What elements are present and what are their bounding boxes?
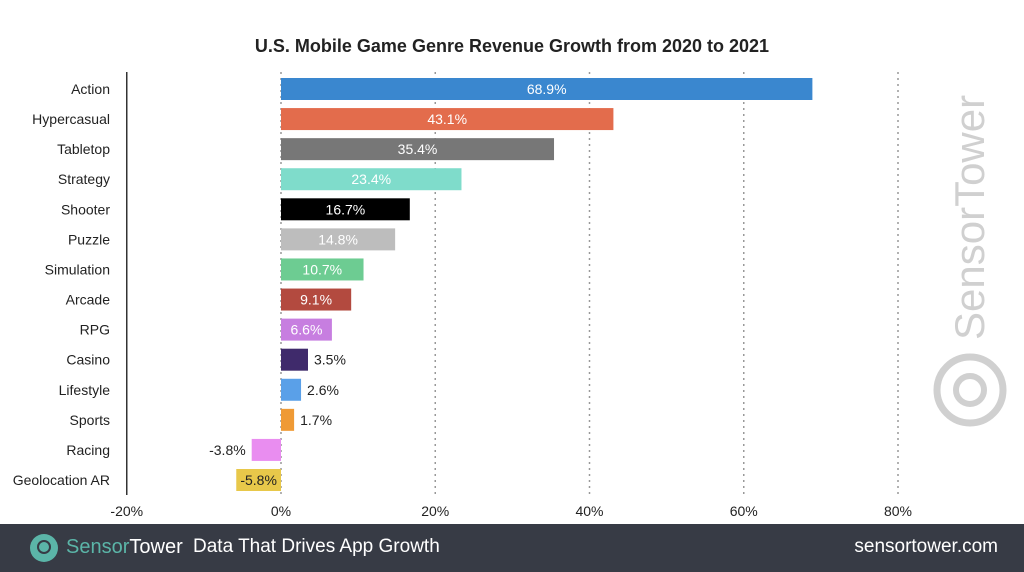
footer-tagline: Data That Drives App Growth — [193, 536, 440, 557]
data-label: 35.4% — [398, 141, 438, 157]
data-label: 10.7% — [302, 261, 342, 277]
bar-action — [281, 78, 813, 100]
category-label: Strategy — [58, 171, 110, 187]
category-label: Casino — [66, 352, 110, 368]
watermark: SensorTower — [933, 95, 1007, 427]
x-tick-label: 40% — [575, 503, 603, 519]
bar-shooter — [281, 198, 410, 221]
x-tick-label: 20% — [421, 503, 449, 519]
category-label: Arcade — [66, 292, 111, 308]
bar-rpg — [281, 318, 332, 341]
watermark-text: SensorTower — [946, 95, 993, 340]
category-label: Racing — [66, 442, 110, 458]
data-label: 1.7% — [300, 412, 332, 428]
footer: SensorTower Data That Drives App Growth … — [0, 524, 1024, 572]
bar-hypercasual — [281, 108, 614, 131]
data-label: 68.9% — [527, 81, 567, 97]
category-label: Tabletop — [57, 141, 110, 157]
bar-simulation — [281, 258, 364, 281]
category-label: Shooter — [61, 201, 110, 217]
data-label: -5.8% — [240, 472, 277, 488]
bar-tabletop — [281, 138, 555, 161]
data-label: 6.6% — [290, 322, 322, 338]
bar-sports — [281, 408, 295, 431]
data-label: 43.1% — [427, 111, 467, 127]
chart-title: U.S. Mobile Game Genre Revenue Growth fr… — [255, 36, 769, 56]
data-label: -3.8% — [209, 442, 246, 458]
category-label: Hypercasual — [32, 111, 110, 127]
footer-brand: SensorTower — [66, 536, 183, 558]
x-tick-label: 60% — [730, 503, 758, 519]
category-label: Geolocation AR — [13, 472, 110, 488]
data-label: 23.4% — [351, 171, 391, 187]
bar-chart: U.S. Mobile Game Genre Revenue Growth fr… — [13, 36, 1007, 519]
bar-arcade — [281, 288, 352, 311]
bar-geolocation-ar — [236, 469, 281, 491]
category-label: Action — [71, 81, 110, 97]
footer-url[interactable]: sensortower.com — [854, 536, 998, 557]
data-label: 3.5% — [314, 352, 346, 368]
bar-lifestyle — [281, 378, 302, 401]
data-label: 16.7% — [326, 201, 366, 217]
bar-racing — [251, 438, 281, 461]
category-label: Sports — [70, 412, 110, 428]
category-label: RPG — [80, 322, 110, 338]
bar-strategy — [281, 168, 462, 191]
sensortower-logo-icon — [30, 534, 58, 562]
category-label: Puzzle — [68, 231, 110, 247]
category-label: Lifestyle — [59, 382, 111, 398]
data-label: 14.8% — [318, 231, 358, 247]
x-tick-label: -20% — [110, 503, 143, 519]
data-label: 9.1% — [300, 292, 332, 308]
watermark-logo-icon — [933, 353, 1007, 427]
x-tick-label: 80% — [884, 503, 912, 519]
category-label: Simulation — [45, 261, 110, 277]
data-label: 2.6% — [307, 382, 339, 398]
bar-puzzle — [281, 228, 396, 251]
bar-casino — [281, 348, 308, 371]
x-tick-label: 0% — [271, 503, 291, 519]
